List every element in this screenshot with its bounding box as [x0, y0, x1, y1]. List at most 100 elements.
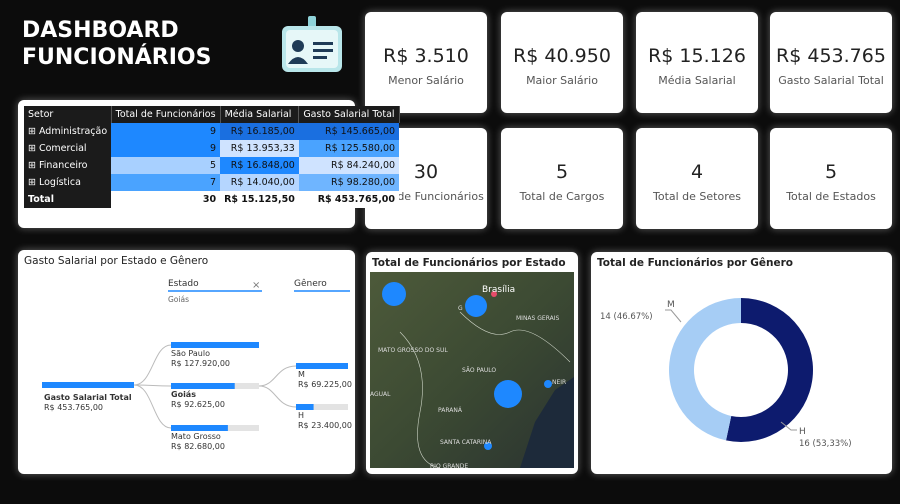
column-header: Média Salarial [220, 106, 300, 123]
map-label: G [458, 305, 463, 312]
level-header: Gênero [294, 278, 327, 289]
node-value: R$ 92.625,00 [171, 400, 225, 409]
connector [133, 384, 172, 387]
kpi-card: R$ 453.765 Gasto Salarial Total [770, 12, 892, 113]
map-label: Brasília [482, 285, 515, 295]
map-label: RIO GRANDE [430, 463, 468, 468]
kpi-value: 30 [413, 161, 439, 183]
kpi-value: 4 [690, 161, 704, 183]
panel-title: Total de Funcionários por Gênero [597, 257, 794, 269]
total-cell: R$ 15.125,50 [220, 191, 299, 208]
map: Brasília MINAS GERAIS MATO GROSSO DO SUL SÃ… [370, 272, 574, 468]
panel-title: Total de Funcionários por Estado [372, 257, 566, 269]
column-header: Gasto Salarial Total [298, 106, 400, 123]
node-name: São Paulo [171, 349, 210, 358]
tree-bar [171, 425, 228, 431]
title-line: FUNCIONÁRIOS [22, 45, 212, 70]
connector [133, 384, 172, 429]
tree-bar [171, 342, 259, 348]
donut-segment [669, 298, 741, 441]
kpi-card: 5 Total de Cargos [501, 128, 623, 229]
table-row: ⊞ Financeiro 5 R$ 16.848,00 R$ 84.240,00 [24, 157, 400, 174]
legend-label: H [799, 427, 806, 437]
table-cell: 9 [111, 140, 221, 157]
table-cell: R$ 84.240,00 [298, 157, 400, 174]
node-value: R$ 23.400,00 [298, 421, 352, 430]
connector [133, 344, 172, 386]
node-name: Gasto Salarial Total [44, 393, 132, 402]
table-row: ⊞ Logística 7 R$ 14.040,00 R$ 98.280,00 [24, 174, 400, 191]
kpi-card: R$ 15.126 Média Salarial [636, 12, 758, 113]
close-icon: × [252, 280, 260, 291]
donut-panel: Total de Funcionários por Gênero M 14 (46… [591, 252, 892, 474]
table-cell: ⊞ Administração [24, 123, 112, 140]
header-row: Setor Total de Funcionários Média Salarial… [24, 106, 400, 123]
map-label: SANTA CATARINA [440, 439, 492, 446]
map-label: NEIR [552, 379, 566, 386]
table-cell: 5 [111, 157, 221, 174]
kpi-card: 4 Total de Setores [636, 128, 758, 229]
tree-bar [42, 382, 134, 388]
kpi-label: Média Salarial [658, 74, 736, 87]
map-label: SÃO PAULO [462, 367, 496, 374]
data-label: 14 (46.67%) [600, 312, 653, 322]
node-name: Mato Grosso [171, 432, 221, 441]
panel-title: Gasto Salarial por Estado e Gênero [24, 255, 209, 267]
table-row: ⊞ Comercial 9 R$ 13.953,33 R$ 125.580,00 [24, 140, 400, 157]
kpi-value: R$ 15.126 [648, 45, 746, 67]
map-label: MINAS GERAIS [516, 315, 559, 322]
data-label: 16 (53,33%) [799, 439, 852, 449]
kpi-card: R$ 40.950 Maior Salário [501, 12, 623, 113]
table-cell: R$ 125.580,00 [298, 140, 400, 157]
kpi-value: R$ 3.510 [383, 45, 469, 67]
kpi-label: Total de Setores [652, 190, 741, 203]
table-cell: 9 [111, 123, 221, 140]
node-name: Goiás [171, 390, 196, 399]
table-cell: ⊞ Financeiro [24, 157, 112, 174]
kpi-card: 5 Total de Estados [770, 128, 892, 229]
kpi-value: R$ 453.765 [776, 45, 886, 67]
table-cell: 7 [111, 174, 221, 191]
kpi-value: 5 [824, 161, 838, 183]
kpi-label: Gasto Salarial Total [778, 74, 884, 87]
map-label: MATO GROSSO DO SUL [378, 347, 448, 354]
map-label: AGUAL [370, 391, 391, 398]
donut-segment [726, 298, 813, 442]
node-value: R$ 82.680,00 [171, 442, 225, 451]
total-row: Total 30 R$ 15.125,50 R$ 453.765,00 [24, 191, 400, 208]
connector [258, 385, 297, 408]
node-name: M [298, 370, 305, 379]
leader-line [665, 309, 682, 323]
kpi-label: Menor Salário [388, 74, 464, 87]
node-value: R$ 453.765,00 [44, 403, 103, 412]
kpi-label: Maior Salário [526, 74, 598, 87]
dashboard-title: DASHBOARD FUNCIONÁRIOS [22, 17, 211, 71]
kpi-label: Total de Estados [786, 190, 876, 203]
node-name: H [298, 411, 304, 420]
leader-line [780, 421, 797, 431]
table-panel: Setor Total de Funcionários Média Salarial… [18, 100, 400, 228]
total-cell: Total [24, 191, 112, 208]
kpi-value: R$ 40.950 [513, 45, 611, 67]
title-line: DASHBOARD [22, 18, 179, 43]
column-header: Total de Funcionários [111, 106, 221, 123]
table-cell: R$ 14.040,00 [220, 174, 299, 191]
selected-filter: Goiás [168, 295, 189, 304]
table-cell: ⊞ Comercial [24, 140, 112, 157]
level-header: Estado [168, 279, 199, 289]
map-panel: Total de Funcionários por Estado Brasíli… [366, 252, 578, 474]
map-label: PARANÁ [438, 407, 463, 414]
node-value: R$ 127.920,00 [171, 359, 230, 368]
total-cell: 30 [111, 191, 221, 208]
table-cell: ⊞ Logística [24, 174, 112, 191]
table-cell: R$ 16.848,00 [220, 157, 299, 174]
kpi-value: 5 [555, 161, 569, 183]
table-cell: R$ 13.953,33 [220, 140, 299, 157]
table-row: ⊞ Administração 9 R$ 16.185,00 R$ 145.665,0… [24, 123, 400, 140]
connector [258, 365, 297, 387]
badge-icon [282, 16, 342, 72]
tree-panel: Gasto Salarial por Estado e Gênero Gasto… [18, 250, 355, 474]
table-cell: R$ 145.665,00 [298, 123, 400, 140]
